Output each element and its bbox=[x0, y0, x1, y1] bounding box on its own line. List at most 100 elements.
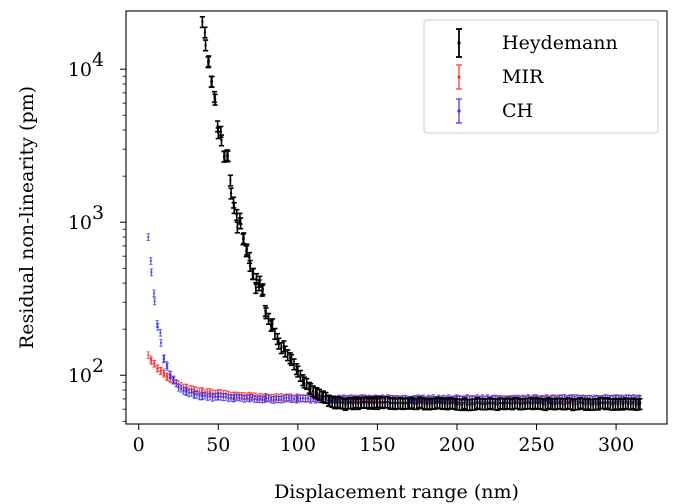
marker bbox=[226, 154, 230, 158]
marker bbox=[508, 402, 511, 405]
marker bbox=[290, 398, 293, 401]
marker bbox=[378, 400, 382, 404]
data-point bbox=[179, 384, 183, 393]
marker bbox=[190, 391, 193, 394]
marker bbox=[408, 402, 411, 405]
marker bbox=[415, 402, 419, 405]
marker bbox=[318, 393, 321, 396]
marker bbox=[150, 271, 153, 274]
marker bbox=[341, 402, 344, 405]
x-tick-label: 150 bbox=[359, 434, 395, 456]
marker bbox=[217, 131, 220, 135]
y-tick-label: 10 bbox=[68, 212, 92, 234]
marker bbox=[248, 256, 251, 259]
data-point bbox=[156, 364, 160, 373]
data-point bbox=[156, 322, 160, 331]
marker bbox=[147, 235, 150, 239]
marker bbox=[506, 401, 509, 405]
data-point bbox=[165, 362, 169, 371]
legend-box bbox=[423, 19, 659, 134]
marker bbox=[399, 401, 402, 405]
series-heydemann bbox=[199, 15, 643, 412]
legend-marker bbox=[457, 75, 461, 79]
marker bbox=[597, 403, 600, 406]
marker bbox=[569, 402, 572, 405]
marker bbox=[208, 395, 212, 398]
marker bbox=[458, 403, 461, 406]
marker bbox=[571, 403, 575, 407]
marker bbox=[211, 391, 214, 395]
data-point bbox=[218, 134, 225, 147]
data-point bbox=[234, 208, 240, 222]
marker bbox=[331, 400, 334, 403]
y-tick-exponent: 3 bbox=[92, 202, 104, 224]
marker bbox=[410, 401, 413, 404]
marker bbox=[604, 402, 607, 406]
marker bbox=[267, 397, 270, 400]
marker bbox=[282, 397, 285, 401]
marker bbox=[198, 390, 201, 393]
marker bbox=[195, 393, 199, 396]
marker bbox=[386, 401, 389, 404]
data-point bbox=[545, 397, 551, 410]
marker bbox=[152, 292, 156, 295]
marker bbox=[518, 402, 522, 406]
marker bbox=[541, 402, 545, 406]
marker bbox=[586, 402, 590, 405]
marker bbox=[271, 322, 274, 326]
legend-marker bbox=[457, 109, 461, 113]
marker bbox=[328, 399, 331, 402]
marker bbox=[315, 391, 319, 395]
marker bbox=[373, 402, 376, 405]
data-point bbox=[397, 397, 403, 410]
marker bbox=[486, 402, 489, 406]
data-point bbox=[514, 397, 521, 410]
marker bbox=[193, 393, 196, 396]
marker bbox=[349, 401, 352, 405]
marker bbox=[201, 20, 204, 24]
marker bbox=[491, 402, 494, 406]
x-tick-label: 300 bbox=[598, 434, 634, 456]
marker bbox=[401, 402, 405, 406]
data-point bbox=[612, 397, 619, 410]
marker bbox=[283, 350, 287, 353]
marker bbox=[601, 401, 604, 405]
marker bbox=[581, 402, 585, 405]
marker bbox=[147, 353, 150, 357]
data-point bbox=[212, 93, 218, 106]
marker bbox=[296, 397, 299, 400]
marker bbox=[513, 401, 517, 405]
marker bbox=[280, 398, 283, 401]
marker bbox=[346, 402, 350, 405]
data-point bbox=[232, 394, 236, 403]
marker bbox=[534, 401, 537, 405]
marker bbox=[488, 401, 492, 405]
data-point bbox=[184, 387, 189, 396]
marker bbox=[227, 397, 230, 400]
data-point bbox=[250, 393, 254, 402]
marker bbox=[277, 398, 280, 401]
marker bbox=[206, 390, 209, 393]
data-point bbox=[162, 370, 166, 378]
marker bbox=[501, 402, 504, 405]
data-point bbox=[240, 394, 244, 402]
marker bbox=[396, 402, 399, 405]
marker bbox=[430, 402, 434, 405]
data-point bbox=[159, 339, 163, 347]
marker bbox=[264, 397, 268, 400]
marker bbox=[219, 130, 223, 133]
marker bbox=[280, 346, 283, 350]
data-point bbox=[288, 353, 295, 367]
marker bbox=[159, 369, 163, 372]
data-point bbox=[327, 394, 333, 408]
marker bbox=[460, 403, 464, 406]
data-point bbox=[153, 359, 157, 368]
marker bbox=[203, 394, 207, 397]
marker bbox=[591, 403, 595, 406]
marker bbox=[248, 264, 252, 267]
marker bbox=[258, 397, 261, 401]
marker bbox=[193, 388, 196, 392]
marker bbox=[463, 401, 466, 405]
marker bbox=[166, 365, 169, 368]
marker bbox=[354, 401, 357, 404]
